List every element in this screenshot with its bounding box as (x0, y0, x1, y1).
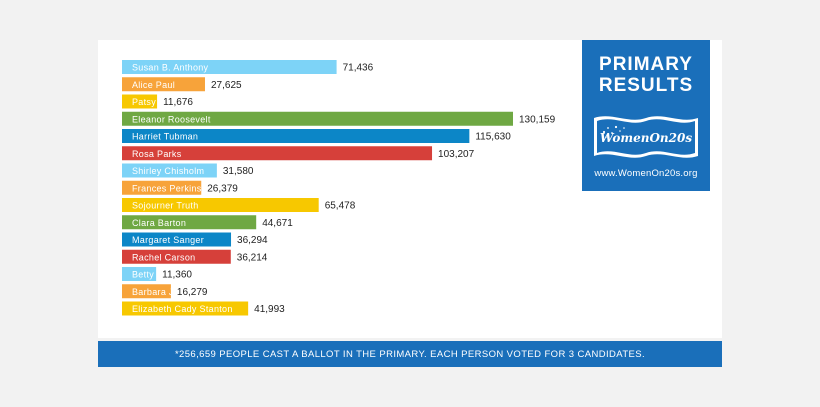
bar-category-label: Shirley Chisholm (132, 166, 204, 176)
bar (122, 163, 217, 178)
bar-value-label: 41,993 (254, 304, 285, 315)
bar-category-label: Frances Perkins (132, 183, 202, 193)
primary-results-box: PRIMARY RESULTS WomenOn20s www.WomenOn20… (582, 40, 710, 191)
bar-value-label: 11,676 (163, 97, 193, 108)
flag-logo: WomenOn20s (590, 112, 702, 172)
bar-category-label: Susan B. Anthony (132, 63, 209, 73)
stars-icon (602, 125, 625, 138)
bar (122, 232, 232, 247)
bar (122, 77, 205, 92)
bar (122, 111, 513, 126)
bar (122, 198, 319, 212)
bar-category-label: Sojourner Truth (132, 201, 199, 211)
bar-value-label: 31,580 (223, 166, 254, 177)
bar-value-label: 36,294 (237, 235, 268, 246)
bar-category-label: Patsy Mink (132, 97, 179, 107)
footer-note: *256,659 PEOPLE CAST A BALLOT IN THE PRI… (98, 341, 722, 367)
bar (122, 94, 158, 109)
bar-value-label: 27,625 (211, 80, 242, 91)
bar-value-label: 103,207 (438, 149, 475, 160)
bar (122, 284, 171, 299)
bar-category-label: Harriet Tubman (132, 132, 198, 142)
bar-value-label: 11,360 (162, 270, 192, 281)
bar-value-label: 36,214 (237, 252, 268, 263)
bar-value-label: 65,478 (325, 201, 356, 212)
bar-value-label: 16,279 (177, 287, 208, 298)
bar-category-label: Barbara Jordan (132, 287, 198, 297)
bar (122, 249, 231, 264)
flag-icon: WomenOn20s (594, 116, 698, 158)
bar (122, 301, 249, 316)
bar-category-label: Rosa Parks (132, 149, 182, 159)
bar-value-label: 71,436 (343, 63, 374, 74)
bar-category-label: Clara Barton (132, 218, 186, 228)
bar (122, 267, 157, 281)
bar-category-label: Margaret Sanger (132, 235, 204, 245)
results-title-line2: RESULTS (598, 75, 694, 96)
bar-category-label: Alice Paul (132, 80, 175, 90)
bar-value-label: 115,630 (475, 132, 511, 143)
bar-category-label: Elizabeth Cady Stanton (132, 304, 233, 314)
website-url: www.WomenOn20s.org (594, 168, 698, 179)
bar-value-label: 26,379 (207, 183, 238, 194)
bar (122, 129, 470, 143)
bar-category-label: Eleanor Roosevelt (132, 114, 211, 124)
results-title: PRIMARY RESULTS (582, 54, 710, 96)
bar (122, 60, 337, 74)
bar-category-label: Rachel Carson (132, 252, 195, 262)
bar-chart: Susan B. Anthony 71,436 Alice Paul 27,625 Pa… (122, 60, 556, 316)
bar-value-label: 44,671 (262, 218, 293, 229)
bar (122, 146, 433, 161)
bar-category-label: Betty Friedan (132, 270, 189, 280)
bar-value-label: 130,159 (519, 114, 556, 125)
flag-wordmark: WomenOn20s (600, 131, 692, 145)
bar (122, 215, 257, 230)
results-title-line1: PRIMARY (599, 54, 693, 75)
bar (122, 180, 202, 195)
